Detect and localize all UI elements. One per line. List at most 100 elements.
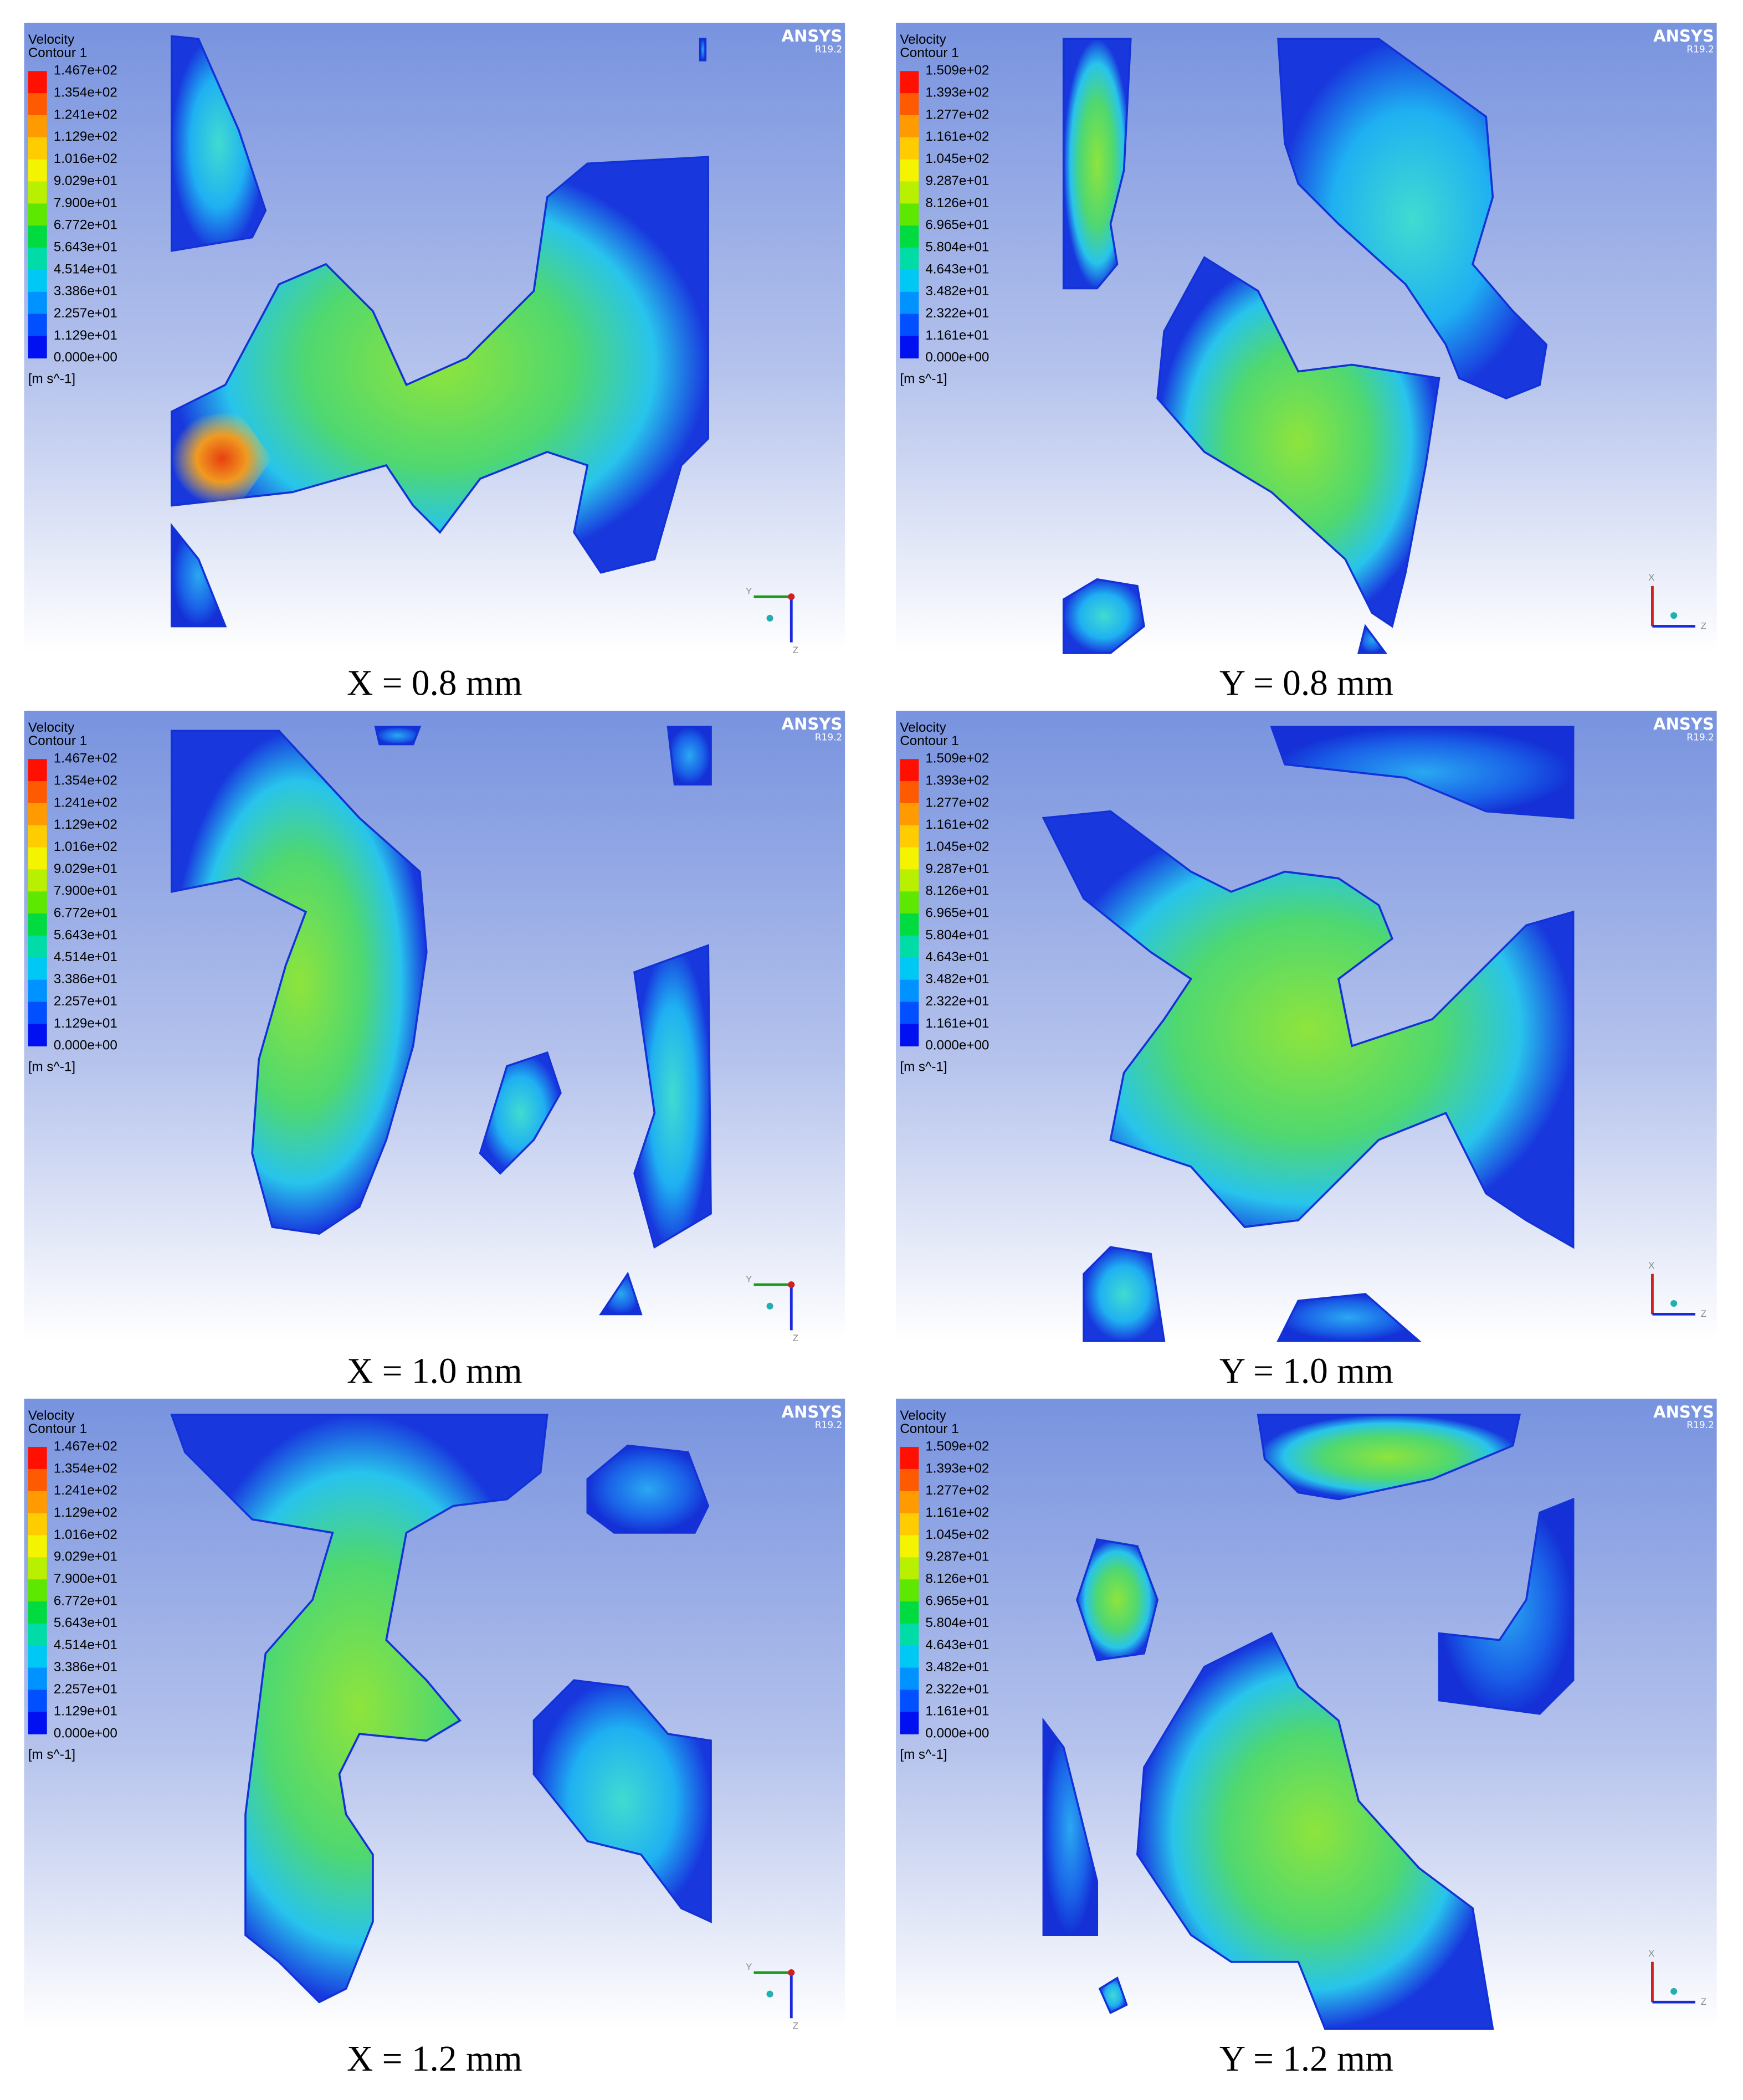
legend-swatch: [900, 759, 919, 782]
version: R19.2: [815, 43, 842, 54]
contour-region: [1277, 38, 1548, 399]
legend-label: 9.287e+01: [925, 173, 989, 188]
brand: ANSYS: [782, 715, 843, 733]
triad-label: Z: [793, 2021, 798, 2031]
legend-label: 1.509e+02: [925, 63, 989, 78]
legend-label: 6.772e+01: [54, 1593, 117, 1608]
legend-label: 9.029e+01: [54, 173, 117, 188]
legend-label: 1.161e+02: [925, 129, 989, 144]
legend-label: 2.257e+01: [54, 994, 117, 1009]
legend-swatch: [900, 1690, 919, 1712]
legend-label: 4.514e+01: [54, 261, 117, 276]
legend-label: 1.241e+02: [54, 107, 117, 122]
legend-swatch: [28, 781, 47, 804]
legend-swatch: [900, 825, 919, 848]
legend-swatch: [28, 137, 47, 160]
legend-label: 0.000e+00: [925, 1038, 989, 1053]
contour-region: [1075, 1538, 1159, 1661]
legend-label: 6.772e+01: [54, 906, 117, 921]
legend-swatch: [28, 913, 47, 936]
caption: Y = 1.2 mm: [1219, 2039, 1393, 2079]
legend-label: 3.386e+01: [54, 972, 117, 987]
legend-label: 2.322e+01: [925, 306, 989, 321]
legend-unit: [m s^-1]: [900, 1059, 947, 1074]
legend-label: 2.322e+01: [925, 1682, 989, 1697]
legend-swatch: [900, 913, 919, 936]
legend-swatch: [900, 159, 919, 182]
legend-swatch: [900, 1447, 919, 1470]
legend-swatch: [28, 93, 47, 116]
legend-label: 1.241e+02: [54, 1483, 117, 1498]
legend-label: 1.161e+02: [925, 817, 989, 832]
legend-label: 8.126e+01: [925, 196, 989, 210]
legend-swatch: [900, 93, 919, 116]
triad-label: Y: [746, 1962, 752, 1972]
legend-swatch: [900, 115, 919, 138]
legend-label: 9.287e+01: [925, 861, 989, 876]
contour-region: [532, 1679, 712, 1923]
caption: X = 1.2 mm: [347, 2039, 522, 2079]
legend-swatch: [28, 1667, 47, 1691]
legend-label: 1.354e+02: [54, 1461, 117, 1476]
legend-label: 1.129e+01: [54, 1704, 117, 1719]
contour-region: [171, 412, 273, 506]
legend-swatch: [900, 1601, 919, 1624]
legend-label: 1.277e+02: [925, 1483, 989, 1498]
legend-label: 1.467e+02: [54, 1439, 117, 1454]
brand: ANSYS: [1653, 1403, 1714, 1421]
panel-background: [24, 711, 845, 1341]
legend-label: 9.029e+01: [54, 1549, 117, 1564]
contour-region: [1257, 1414, 1521, 1501]
legend-swatch: [28, 291, 47, 315]
legend-label: 1.161e+01: [925, 1704, 989, 1719]
caption: Y = 0.8 mm: [1219, 663, 1393, 703]
legend-swatch: [28, 1690, 47, 1712]
legend-subtitle: Contour 1: [900, 733, 958, 748]
legend-label: 1.129e+02: [54, 1505, 117, 1520]
legend-label: 1.129e+01: [54, 1016, 117, 1031]
legend-label: 5.804e+01: [925, 239, 989, 254]
legend-title: Velocity: [900, 32, 946, 47]
legend-label: 4.643e+01: [925, 1637, 989, 1652]
legend-swatch: [900, 314, 919, 337]
legend-swatch: [28, 314, 47, 337]
legend-label: 6.965e+01: [925, 1593, 989, 1608]
legend-swatch: [28, 891, 47, 914]
triad-label: Y: [746, 1274, 752, 1284]
legend-label: 1.016e+02: [54, 1527, 117, 1542]
triad-label: Y: [746, 586, 752, 596]
legend-unit: [m s^-1]: [900, 1747, 947, 1762]
legend-label: 3.482e+01: [925, 284, 989, 299]
triad-label: Z: [1701, 620, 1706, 631]
legend-swatch: [28, 1712, 47, 1734]
legend-swatch: [28, 1623, 47, 1646]
contour-region: [171, 522, 227, 628]
legend-label: 0.000e+00: [54, 1726, 117, 1740]
legend-swatch: [28, 1469, 47, 1492]
triad-label: Z: [1701, 1308, 1706, 1319]
legend-label: 7.900e+01: [54, 196, 117, 210]
legend-label: 8.126e+01: [925, 884, 989, 898]
contour-region: [1083, 1246, 1166, 1342]
legend-label: 1.045e+02: [925, 839, 989, 854]
legend-swatch: [28, 269, 47, 292]
legend-swatch: [900, 1579, 919, 1602]
triad-marker: [766, 1302, 773, 1310]
legend-label: 1.129e+02: [54, 817, 117, 832]
legend-label: 1.241e+02: [54, 795, 117, 810]
legend-label: 6.965e+01: [925, 906, 989, 921]
contour-region: [1156, 256, 1440, 628]
contour-region: [479, 1051, 562, 1175]
version: R19.2: [815, 1419, 842, 1430]
legend-swatch: [28, 336, 47, 359]
legend-swatch: [900, 336, 919, 359]
legend-swatch: [28, 115, 47, 138]
triad-label: Z: [1701, 1996, 1706, 2007]
legend-swatch: [28, 1645, 47, 1668]
legend-swatch: [900, 1535, 919, 1558]
